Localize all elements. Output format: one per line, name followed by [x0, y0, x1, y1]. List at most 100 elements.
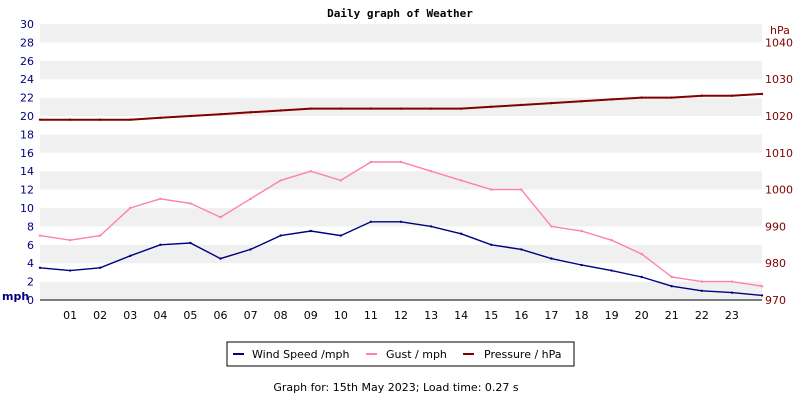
- right-tick-label: 1000: [765, 184, 793, 197]
- data-point: [520, 103, 523, 107]
- grid-band: [40, 60, 762, 80]
- data-point: [279, 234, 282, 237]
- x-tick-label: 12: [394, 309, 408, 322]
- data-point: [429, 107, 433, 110]
- x-tick-label: 21: [665, 309, 679, 322]
- data-point: [279, 109, 282, 112]
- grid-band: [40, 79, 762, 98]
- data-point: [68, 118, 72, 121]
- x-tick-label: 17: [544, 309, 558, 322]
- left-axis-unit: mph: [2, 290, 29, 303]
- x-tick-label: 19: [605, 309, 619, 322]
- data-point: [369, 220, 373, 223]
- data-point: [399, 160, 403, 164]
- data-point: [38, 234, 42, 237]
- data-point: [159, 116, 162, 120]
- left-tick-label: 2: [27, 276, 34, 289]
- data-point: [730, 94, 734, 97]
- x-tick-label: 13: [424, 309, 438, 322]
- left-tick-label: 10: [20, 202, 34, 215]
- legend-label-pressure: Pressure / hPa: [484, 348, 562, 361]
- data-point: [98, 118, 102, 121]
- data-point: [429, 170, 433, 173]
- data-point: [670, 285, 673, 288]
- data-point: [189, 114, 192, 118]
- right-tick-label: 1030: [765, 73, 793, 86]
- data-point: [68, 239, 72, 242]
- data-point: [189, 241, 192, 245]
- data-point: [309, 229, 312, 233]
- data-point: [159, 197, 162, 200]
- data-point: [129, 254, 132, 258]
- data-point: [670, 96, 673, 99]
- left-tick-label: 0: [27, 294, 34, 307]
- data-point: [249, 111, 252, 114]
- x-tick-label: 22: [695, 309, 709, 322]
- data-point: [520, 188, 523, 191]
- legend: Wind Speed /mph Gust / mph Pressure / hP…: [226, 341, 575, 367]
- data-point: [339, 234, 343, 237]
- data-point: [369, 107, 373, 110]
- left-tick-label: 22: [20, 92, 34, 105]
- data-point: [399, 107, 403, 110]
- grid-band: [40, 263, 762, 282]
- data-point: [610, 269, 613, 272]
- left-tick-label: 4: [27, 257, 34, 270]
- data-point: [550, 225, 553, 228]
- x-tick-label: 20: [635, 309, 649, 322]
- data-point: [760, 285, 764, 288]
- data-point: [550, 257, 553, 260]
- data-point: [490, 105, 493, 109]
- x-tick-label: 03: [123, 309, 137, 322]
- x-tick-label: 01: [63, 309, 77, 322]
- legend-box: [226, 341, 575, 367]
- right-tick-label: 1040: [765, 36, 793, 49]
- data-point: [490, 188, 493, 191]
- right-tick-label: 990: [765, 220, 786, 233]
- data-point: [670, 275, 673, 279]
- data-point: [219, 216, 222, 219]
- grid-band: [40, 281, 762, 300]
- data-point: [459, 179, 463, 182]
- data-point: [309, 170, 312, 173]
- grid-band: [40, 244, 762, 264]
- data-point: [730, 291, 734, 294]
- x-tick-label: 08: [274, 309, 288, 322]
- left-tick-label: 20: [20, 110, 34, 123]
- left-tick-label: 16: [20, 147, 34, 160]
- left-tick-label: 18: [20, 128, 34, 141]
- grid-band: [40, 171, 762, 190]
- left-tick-label: 30: [20, 18, 34, 31]
- right-tick-label: 1010: [765, 147, 793, 160]
- grid-band: [40, 189, 762, 208]
- pressure-series: [38, 92, 764, 121]
- chart-title: Daily graph of Weather: [327, 7, 473, 20]
- right-axis-ticks: 970 980 990 1000 1010 1020 1030 1040: [765, 36, 793, 307]
- x-tick-label: 10: [334, 309, 348, 322]
- data-point: [38, 266, 42, 269]
- left-tick-label: 12: [20, 184, 34, 197]
- data-point: [730, 280, 734, 283]
- grid-band: [40, 116, 762, 135]
- x-tick-label: 23: [725, 309, 739, 322]
- data-point: [520, 248, 523, 251]
- x-axis-ticks: 01 02 03 04 05 06 07 08 09 10 11 12 13 14 15 16 17 18 19 20…: [63, 309, 739, 322]
- data-point: [640, 252, 643, 256]
- grid-band: [40, 226, 762, 245]
- left-tick-label: 28: [20, 36, 34, 49]
- right-tick-label: 980: [765, 257, 786, 270]
- grid-band: [40, 24, 762, 43]
- data-point: [459, 232, 463, 235]
- legend-label-wind: Wind Speed /mph: [252, 348, 350, 361]
- data-point: [760, 294, 764, 297]
- data-point: [580, 263, 583, 267]
- data-point: [189, 202, 192, 205]
- left-tick-label: 26: [20, 55, 34, 68]
- footer-text: Graph for: 15th May 2023; Load time: 0.2…: [273, 381, 519, 394]
- data-point: [640, 275, 643, 279]
- data-point: [399, 220, 403, 223]
- x-tick-label: 09: [304, 309, 318, 322]
- data-point: [129, 118, 132, 121]
- data-point: [279, 179, 282, 182]
- right-axis-unit: hPa: [770, 24, 790, 37]
